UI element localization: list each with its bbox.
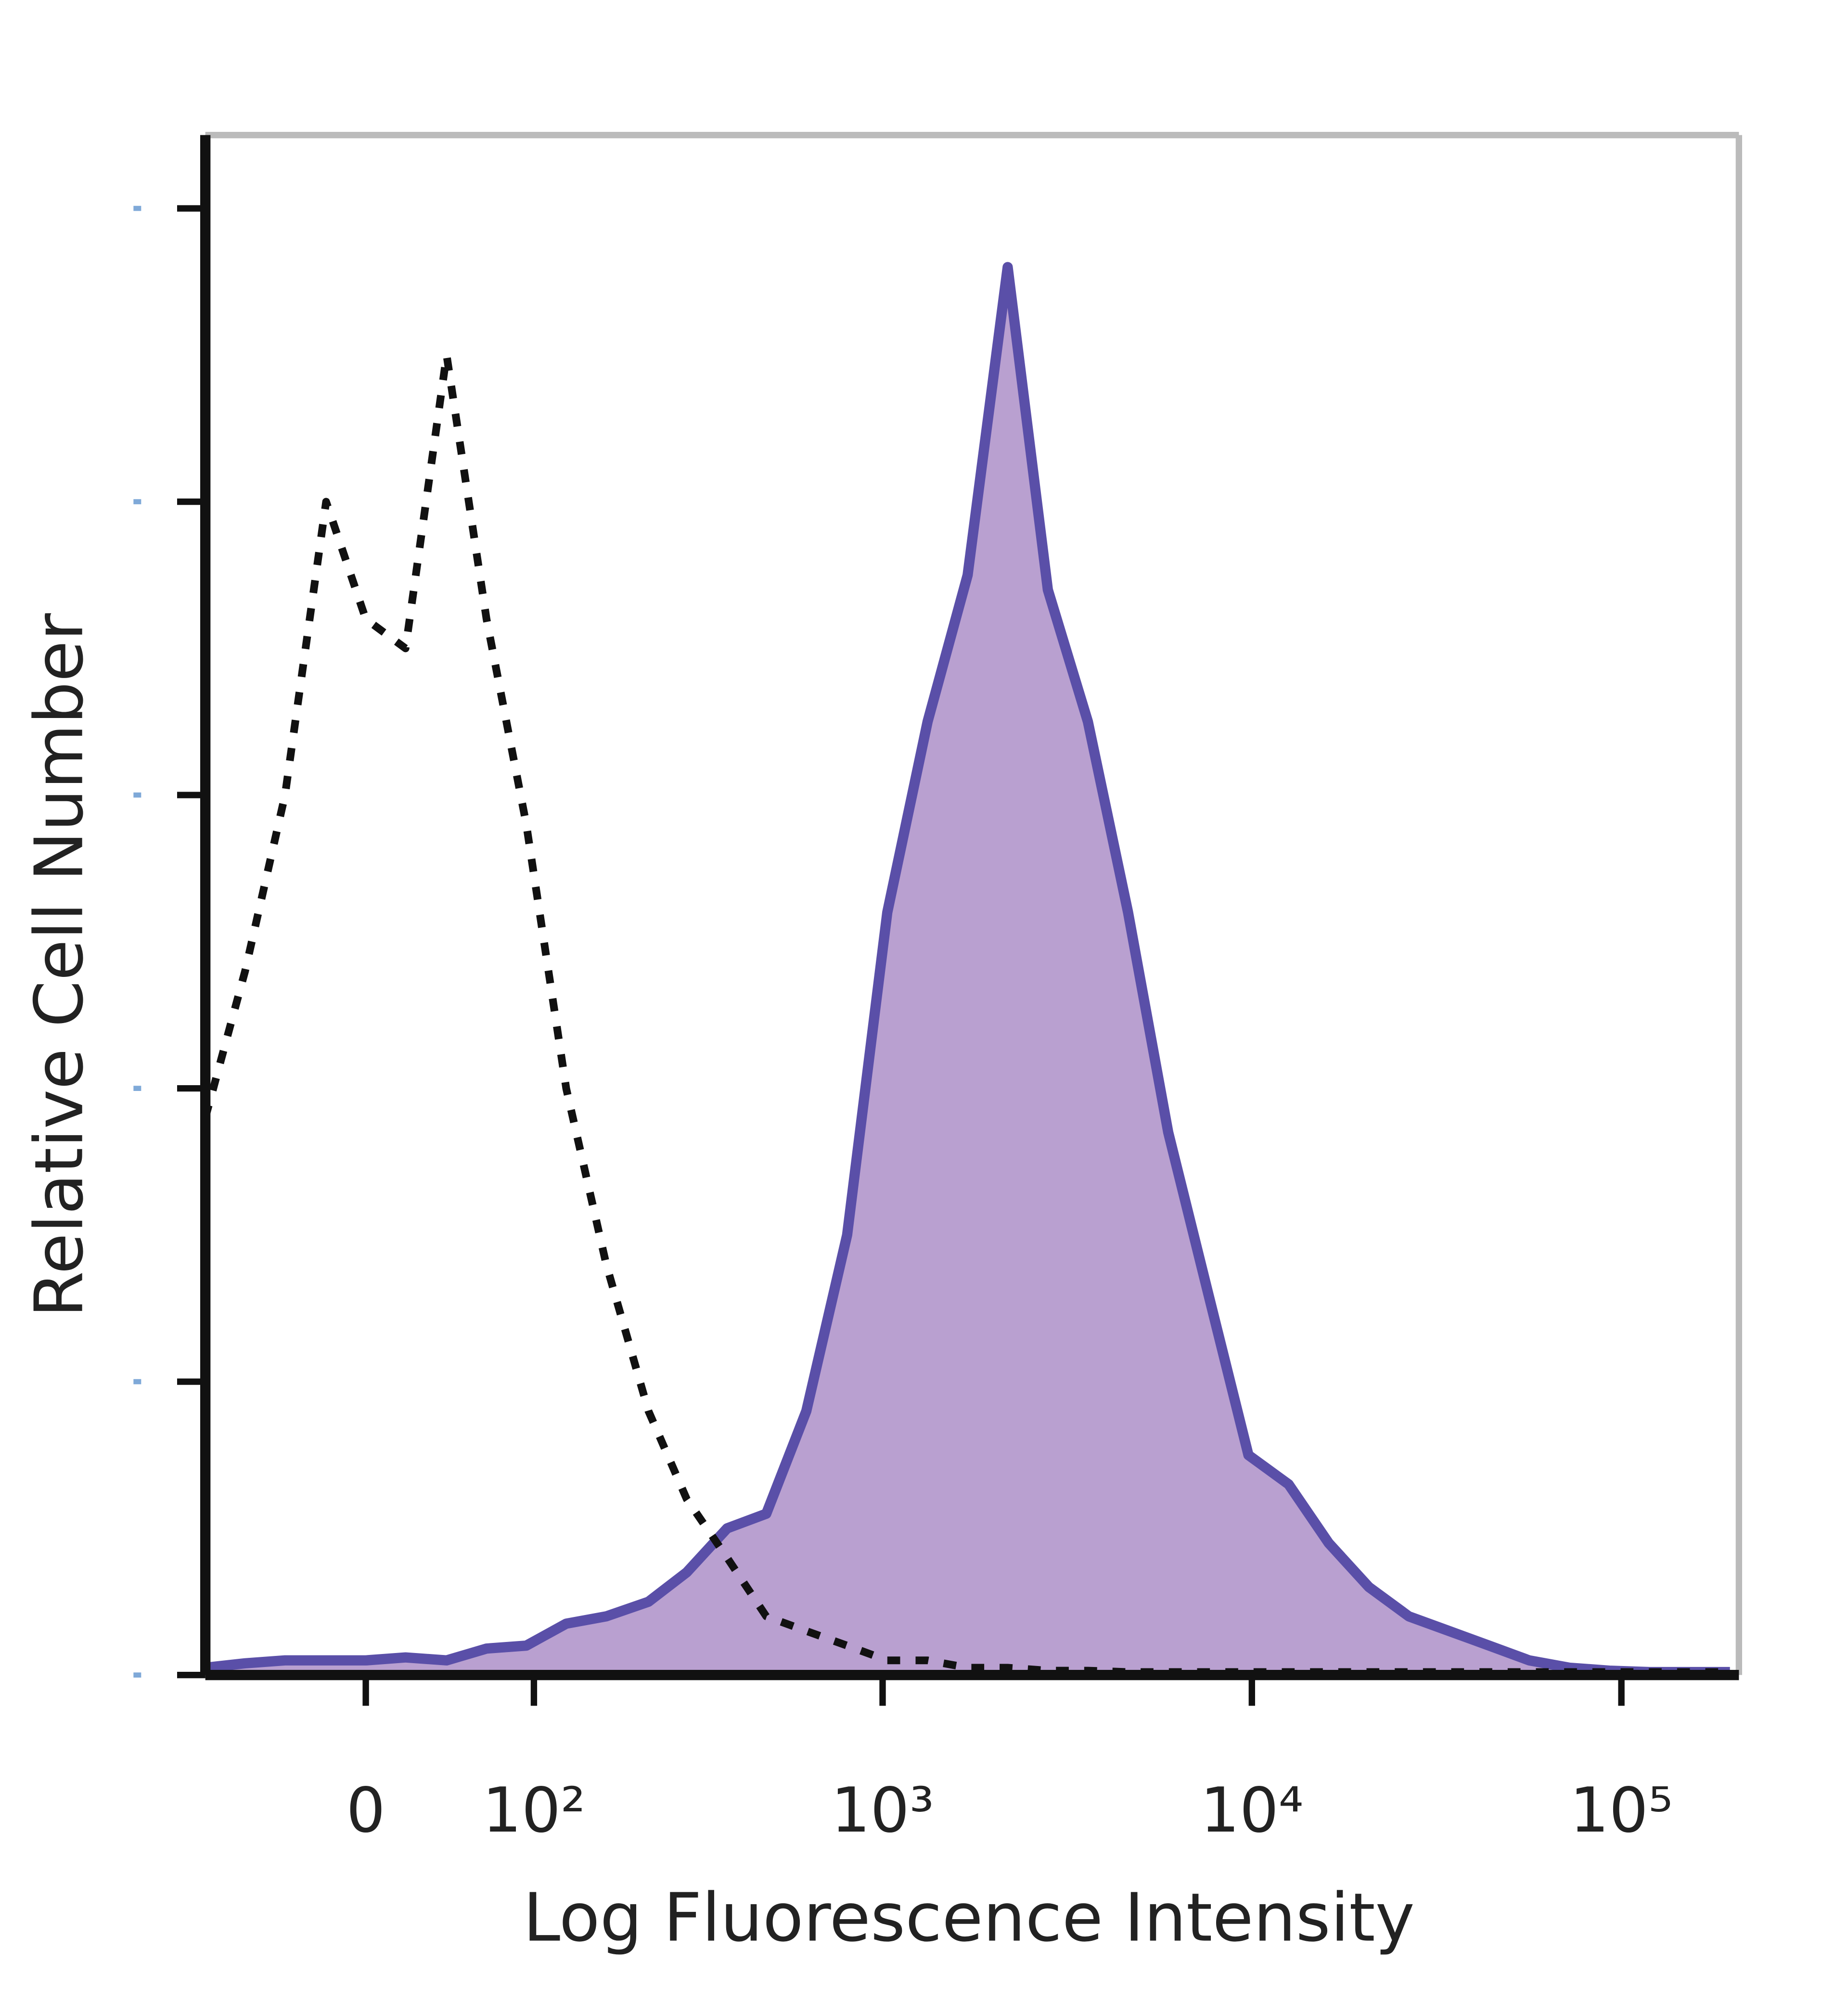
x-tick-label: 10²	[482, 1775, 585, 1846]
series-line	[201, 351, 1730, 1676]
x-tick-label: 10⁵	[1570, 1775, 1673, 1846]
x-tick-label: 10⁴	[1200, 1775, 1303, 1846]
x-tick-label: 0	[346, 1775, 385, 1846]
x-tick-label: 10³	[831, 1775, 934, 1846]
y-axis-label: Relative Cell Number	[20, 613, 98, 1317]
series-line	[205, 262, 1730, 1678]
series-area	[205, 267, 1730, 1675]
x-axis-label: Log Fluorescence Intensity	[523, 1879, 1415, 1957]
